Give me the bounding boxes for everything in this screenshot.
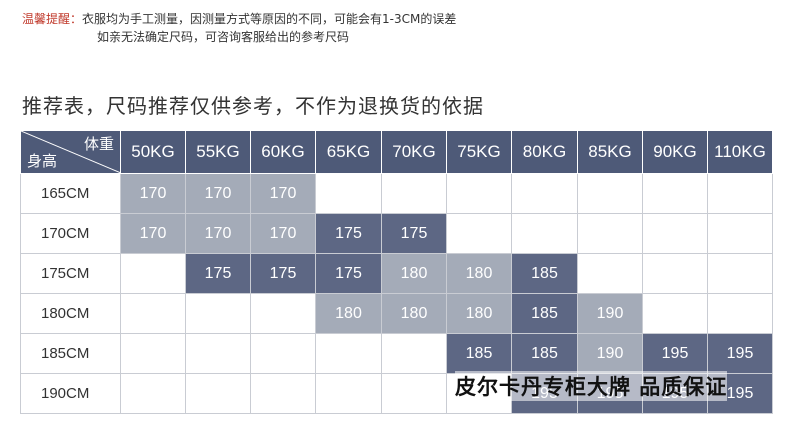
size-cell: 190 <box>577 333 643 374</box>
size-cell <box>707 293 773 334</box>
size-cell: 175 <box>315 253 382 294</box>
weight-header: 70KG <box>381 130 447 174</box>
size-cell <box>707 213 773 254</box>
size-cell <box>707 173 773 214</box>
size-cell <box>120 373 186 414</box>
size-cell <box>250 333 316 374</box>
size-cell: 175 <box>250 253 316 294</box>
watermark-text: 皮尔卡丹专柜大牌 品质保证 <box>455 371 728 401</box>
corner-weight-label: 体重 <box>83 135 114 153</box>
weight-header: 75KG <box>446 130 512 174</box>
size-cell: 170 <box>250 213 316 254</box>
size-cell <box>446 173 512 214</box>
size-cell: 180 <box>381 293 447 334</box>
size-cell: 175 <box>315 213 382 254</box>
size-cell: 180 <box>446 253 512 294</box>
height-label: 180CM <box>20 293 121 334</box>
size-cell <box>120 333 186 374</box>
size-cell <box>642 213 708 254</box>
weight-header: 60KG <box>250 130 316 174</box>
size-cell <box>642 253 708 294</box>
size-cell: 170 <box>185 173 251 214</box>
weight-header: 80KG <box>511 130 578 174</box>
weight-header: 90KG <box>642 130 708 174</box>
size-cell: 190 <box>577 293 643 334</box>
table-row: 165CM 170 170 170 <box>20 173 773 214</box>
size-cell: 170 <box>185 213 251 254</box>
weight-header: 85KG <box>577 130 643 174</box>
size-cell <box>120 293 186 334</box>
size-cell: 185 <box>511 293 578 334</box>
size-cell <box>577 253 643 294</box>
size-cell <box>642 173 708 214</box>
corner-height-label: 身高 <box>27 152 58 170</box>
size-cell: 170 <box>120 173 186 214</box>
size-cell: 195 <box>707 333 773 374</box>
notice-line-1: 衣服均为手工测量，因测量方式等原因的不同，可能会有1-3CM的误差 <box>82 12 457 26</box>
size-cell <box>250 373 316 414</box>
size-cell <box>381 373 447 414</box>
size-cell <box>315 333 382 374</box>
size-cell: 195 <box>642 333 708 374</box>
weight-header: 65KG <box>315 130 382 174</box>
height-label: 175CM <box>20 253 121 294</box>
notice-label: 温馨提醒： <box>22 12 83 26</box>
size-cell <box>577 213 643 254</box>
notice: 温馨提醒：衣服均为手工测量，因测量方式等原因的不同，可能会有1-3CM的误差 如… <box>22 10 456 46</box>
table-row: 170CM 170 170 170 175 175 <box>20 213 773 254</box>
size-cell: 175 <box>185 253 251 294</box>
size-cell <box>185 293 251 334</box>
size-cell <box>446 213 512 254</box>
size-cell <box>185 333 251 374</box>
size-cell: 185 <box>446 333 512 374</box>
height-label: 165CM <box>20 173 121 214</box>
size-cell <box>577 173 643 214</box>
header-row: 体重 身高 50KG 55KG 60KG 65KG 70KG 75KG 80KG 85KG 90KG… <box>20 130 773 174</box>
size-cell <box>381 333 447 374</box>
height-label: 190CM <box>20 373 121 414</box>
size-cell <box>120 253 186 294</box>
size-cell: 180 <box>446 293 512 334</box>
size-cell <box>185 373 251 414</box>
size-cell <box>381 173 447 214</box>
size-cell: 185 <box>511 333 578 374</box>
size-cell <box>250 293 316 334</box>
size-cell <box>511 173 578 214</box>
size-table: 体重 身高 50KG 55KG 60KG 65KG 70KG 75KG 80KG 85KG 90KG… <box>20 130 773 414</box>
size-cell <box>511 213 578 254</box>
size-cell <box>707 253 773 294</box>
table-row: 185CM 185 185 190 195 195 <box>20 333 773 374</box>
size-cell: 180 <box>381 253 447 294</box>
size-cell: 185 <box>511 253 578 294</box>
size-cell: 170 <box>250 173 316 214</box>
size-cell: 170 <box>120 213 186 254</box>
height-label: 185CM <box>20 333 121 374</box>
weight-header: 55KG <box>185 130 251 174</box>
table-row: 180CM 180 180 180 185 190 <box>20 293 773 334</box>
table-heading: 推荐表，尺码推荐仅供参考，不作为退换货的依据 <box>22 94 484 118</box>
weight-header: 50KG <box>120 130 186 174</box>
size-cell <box>642 293 708 334</box>
notice-line-2: 如亲无法确定尺码，可咨询客服给出的参考尺码 <box>97 30 350 44</box>
size-cell <box>315 373 382 414</box>
size-cell <box>315 173 382 214</box>
corner-cell: 体重身高 <box>20 130 121 174</box>
size-cell: 175 <box>381 213 447 254</box>
weight-header: 110KG <box>707 130 773 174</box>
diagonal-divider <box>21 131 121 173</box>
size-cell: 180 <box>315 293 382 334</box>
height-label: 170CM <box>20 213 121 254</box>
table-row: 175CM 175 175 175 180 180 185 <box>20 253 773 294</box>
